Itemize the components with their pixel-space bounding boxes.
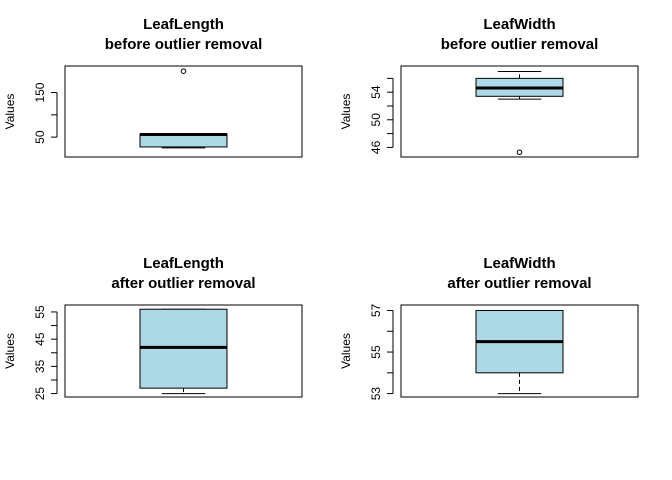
plot-frame <box>64 65 303 158</box>
y-tick-label: 54 <box>369 85 383 99</box>
chart-title: LeafLength <box>143 16 224 33</box>
y-tick-label: 45 <box>33 332 47 346</box>
chart-title: LeafWidth <box>483 16 555 33</box>
outlier-point <box>180 68 187 74</box>
y-axis-label: Values <box>3 94 17 130</box>
panel-2: LeafWidth before outlier removal Values 46 5… <box>339 16 639 158</box>
y-axis-label: Values <box>339 94 353 130</box>
chart-subtitle: before outlier removal <box>105 36 263 53</box>
y-tick-label: 35 <box>33 359 47 373</box>
plot-frame <box>400 304 639 398</box>
chart-title: LeafWidth <box>483 255 555 272</box>
y-tick-label: 57 <box>369 303 383 317</box>
y-tick-label: 50 <box>369 113 383 127</box>
panel-3: LeafLength after outlier removal Values 25 3… <box>3 255 303 401</box>
chart-title: LeafLength <box>143 255 224 272</box>
y-tick-label: 46 <box>369 140 383 154</box>
plot-frame <box>64 304 303 398</box>
y-tick-label: 55 <box>33 305 47 319</box>
y-tick-label: 50 <box>33 130 47 144</box>
y-axis-label: Values <box>339 333 353 369</box>
y-tick-label: 53 <box>369 387 383 401</box>
panel-4: LeafWidth after outlier removal Values 53 55… <box>339 255 639 401</box>
y-tick-label: 25 <box>33 387 47 401</box>
chart-subtitle: before outlier removal <box>441 36 599 53</box>
y-axis-label: Values <box>3 333 17 369</box>
outlier-point <box>516 149 523 156</box>
y-tick-label: 150 <box>33 82 47 102</box>
plot-frame <box>400 65 639 158</box>
y-tick-label: 55 <box>369 345 383 359</box>
chart-subtitle: after outlier removal <box>447 275 591 292</box>
chart-subtitle: after outlier removal <box>111 275 255 292</box>
panel-1: LeafLength before outlier removal Values 50… <box>3 16 303 158</box>
